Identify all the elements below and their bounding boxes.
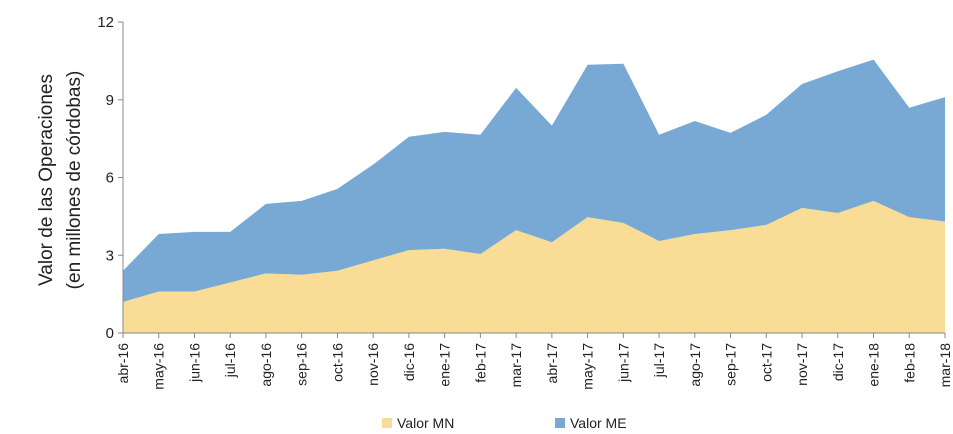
x-tick-label: nov-16 (365, 343, 381, 386)
x-tick-label: abr-16 (115, 343, 131, 384)
y-tick-label: 3 (106, 247, 114, 264)
x-tick-label: may-17 (580, 343, 596, 390)
x-tick-label: may-16 (151, 343, 167, 390)
x-tick-label: jul-17 (651, 343, 667, 378)
x-tick-label: jun-17 (615, 343, 631, 383)
x-tick-label: feb-18 (901, 343, 917, 383)
y-tick-label: 9 (106, 92, 114, 109)
legend-swatch (555, 418, 565, 428)
y-axis-title: Valor de las Operaciones (36, 74, 57, 286)
x-tick-label: jun-16 (186, 343, 202, 383)
x-tick-label: ago-16 (258, 343, 274, 387)
x-tick-label: oct-17 (758, 343, 774, 382)
x-tick-label: ene-17 (437, 343, 453, 387)
x-tick-label: sep-17 (723, 343, 739, 386)
x-tick-label: feb-17 (472, 343, 488, 383)
x-tick-label: sep-16 (294, 343, 310, 386)
y-axis-title: (en millones de córdobas) (64, 71, 85, 290)
legend-label: Valor ME (570, 415, 627, 431)
x-tick-label: mar-17 (508, 343, 524, 388)
x-tick-label: dic-16 (401, 343, 417, 381)
legend-label: Valor MN (397, 415, 454, 431)
x-tick-label: ago-17 (687, 343, 703, 387)
x-tick-label: abr-17 (544, 343, 560, 384)
x-tick-label: nov-17 (794, 343, 810, 386)
x-tick-label: mar-18 (937, 343, 953, 388)
area (123, 59, 945, 302)
x-tick-label: ene-18 (866, 343, 882, 387)
y-tick-label: 12 (97, 14, 114, 31)
y-tick-label: 6 (106, 170, 114, 187)
x-tick-label: dic-17 (830, 343, 846, 381)
y-tick-label: 0 (106, 325, 114, 342)
legend-swatch (382, 418, 392, 428)
x-tick-label: oct-16 (329, 343, 345, 382)
area (123, 200, 945, 333)
x-tick-label: jul-16 (222, 343, 238, 378)
